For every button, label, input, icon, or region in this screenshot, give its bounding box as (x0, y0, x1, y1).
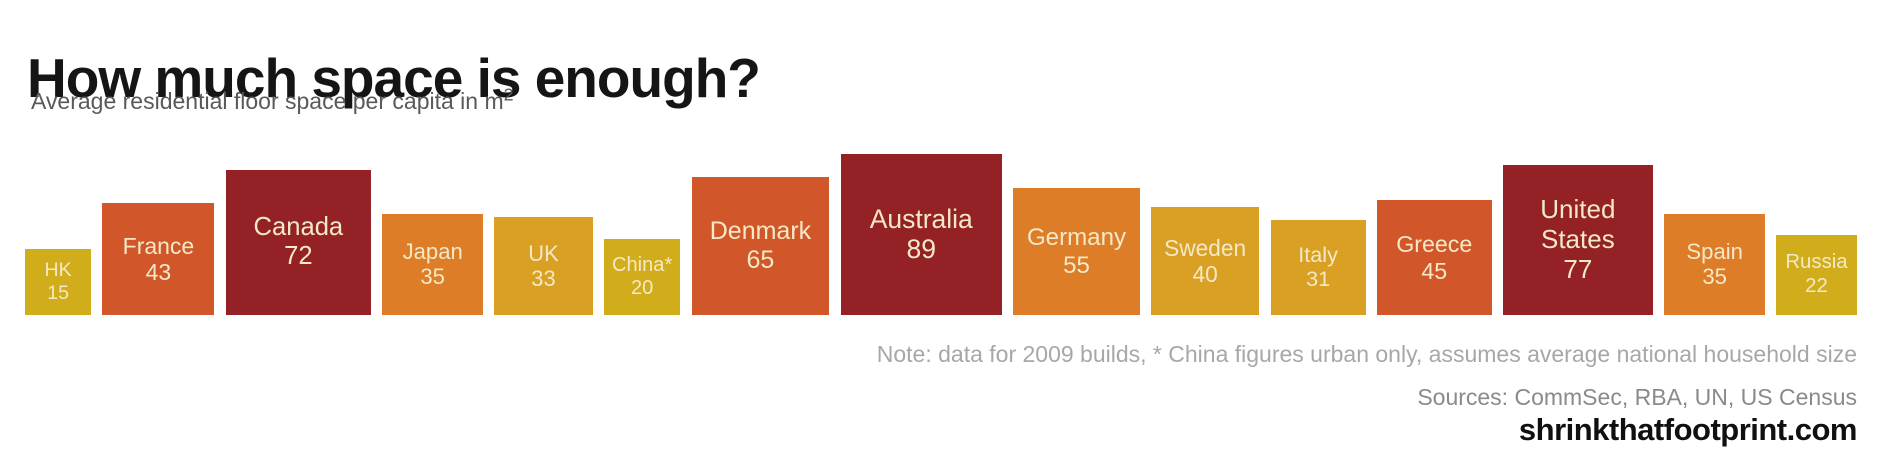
country-square-sweden: Sweden 40 (1151, 206, 1260, 315)
country-square-greece: Greece 45 (1376, 200, 1492, 315)
country-label: Sweden (1164, 234, 1247, 261)
subtitle-text: Average residential floor space per capi… (31, 88, 504, 114)
country-label: Australia (869, 203, 973, 234)
country-value: 31 (1306, 266, 1331, 292)
country-value: 65 (746, 246, 775, 275)
country-square-spain: Spain 35 (1664, 213, 1766, 315)
country-value: 89 (906, 234, 936, 265)
country-square-uk: UK 33 (494, 216, 593, 315)
country-value: 45 (1421, 257, 1448, 284)
country-label: Japan (402, 238, 463, 264)
country-label: Russia (1785, 251, 1848, 274)
country-label: United States (1540, 194, 1616, 254)
country-square-united-states: United States 77 (1502, 164, 1653, 315)
country-label: Italy (1298, 241, 1338, 267)
country-label: Spain (1686, 238, 1743, 264)
site-text: shrinkthatfootprint.com (1518, 412, 1858, 447)
country-label: China* (611, 253, 673, 276)
page-title: How much space is enough? (27, 46, 761, 109)
country-label: Greece (1396, 230, 1473, 257)
country-value: 22 (1805, 274, 1828, 297)
country-value: 77 (1563, 253, 1593, 284)
country-square-china: China* 20 (603, 238, 681, 315)
country-label: Denmark (709, 217, 812, 246)
country-value: 72 (284, 242, 313, 271)
country-label: Germany (1026, 223, 1127, 251)
country-value: 33 (531, 265, 556, 291)
country-square-japan: Japan 35 (382, 213, 484, 315)
country-square-italy: Italy 31 (1270, 219, 1366, 315)
country-value: 35 (1702, 264, 1727, 290)
country-value: 55 (1063, 251, 1090, 279)
country-value: 35 (420, 264, 445, 290)
country-label: France (122, 232, 195, 259)
country-value: 43 (145, 258, 172, 285)
country-label: Canada (253, 213, 344, 242)
country-square-france: France 43 (102, 202, 215, 315)
country-square-russia: Russia 22 (1776, 234, 1857, 315)
country-value: 20 (630, 276, 654, 299)
country-square-canada: Canada 72 (225, 169, 371, 315)
country-square-germany: Germany 55 (1013, 188, 1140, 315)
country-square-hk: HK 15 (25, 248, 92, 315)
country-label: UK (528, 240, 559, 266)
country-label: HK (44, 259, 72, 282)
subtitle-superscript: 2 (503, 84, 514, 105)
sources-text: Sources: CommSec, RBA, UN, US Census (1417, 384, 1857, 410)
country-value: 40 (1192, 260, 1218, 287)
country-square-denmark: Denmark 65 (691, 177, 830, 315)
country-value: 15 (47, 281, 69, 304)
country-square-australia: Australia 89 (840, 153, 1002, 315)
page-subtitle: Average residential floor space per capi… (31, 85, 514, 115)
note-text: Note: data for 2009 builds, * China figu… (876, 341, 1857, 367)
